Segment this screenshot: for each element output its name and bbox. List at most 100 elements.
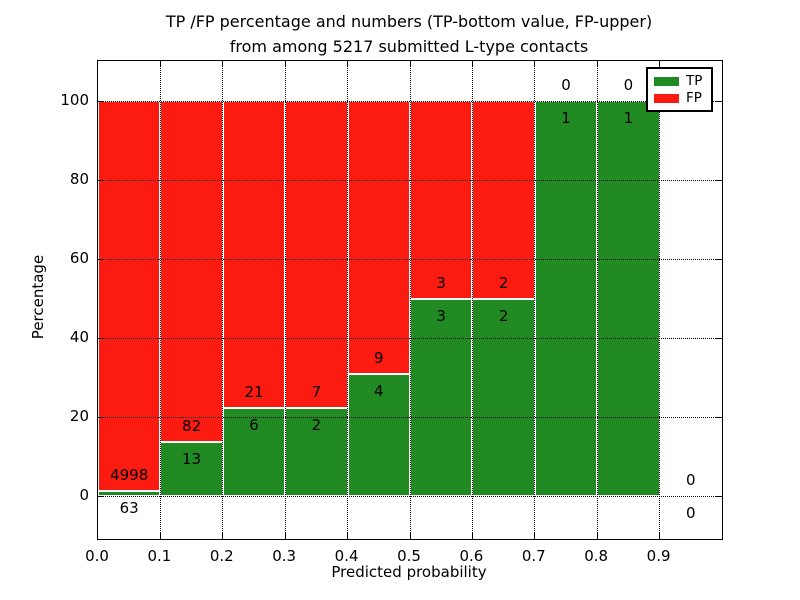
y-tick-label: 0 [79, 486, 89, 504]
y-tick-label: 40 [69, 328, 89, 346]
x-tickmark [534, 533, 536, 539]
bar-segment-tp [347, 374, 410, 496]
bar-segment-fp [98, 101, 161, 492]
x-tickmark [409, 61, 411, 67]
x-tick-label: 0.6 [459, 547, 484, 565]
x-tickmark [471, 61, 473, 67]
vertical-gridline [596, 61, 598, 539]
vertical-gridline [159, 61, 161, 539]
y-tickmark [716, 416, 722, 418]
vertical-gridline [471, 61, 473, 539]
x-tickmark [284, 533, 286, 539]
tp-swatch-icon [654, 76, 679, 86]
bar-segment-fp [347, 101, 410, 375]
y-tickmark [98, 258, 104, 260]
bar-segment-fp [222, 101, 286, 409]
tp-count-label: 3 [436, 306, 446, 325]
horizontal-gridline [98, 496, 722, 497]
bar-segment-tp [222, 408, 286, 496]
tp-count-label: 1 [561, 109, 571, 127]
y-tick-label: 60 [69, 249, 89, 267]
fp-count-label: 0 [623, 76, 634, 94]
horizontal-gridline [98, 101, 722, 102]
y-tickmark [98, 179, 104, 181]
x-axis-label: Predicted probability [331, 563, 487, 581]
vertical-gridline [347, 61, 349, 539]
vertical-gridline [659, 61, 661, 539]
x-tickmark [596, 533, 598, 539]
vertical-gridline [284, 61, 286, 539]
x-tick-label: 0.9 [646, 547, 671, 565]
y-tickmark [716, 100, 722, 102]
x-tickmark [471, 533, 473, 539]
bar-segment-fp [410, 101, 473, 299]
x-tickmark [659, 61, 661, 67]
tp-count-label: 13 [182, 449, 202, 468]
fp-count-label: 0 [686, 471, 696, 489]
legend-item-tp: TP [654, 74, 705, 88]
x-tickmark [534, 61, 536, 67]
x-tick-label: 0.3 [272, 547, 297, 565]
chart-title-line2: from among 5217 submitted L-type contact… [229, 37, 589, 56]
x-tickmark [159, 61, 161, 67]
y-tickmark [98, 337, 104, 339]
bar-segment-tp [285, 408, 348, 496]
bar-segment-tp [534, 101, 598, 496]
fp-count-label: 21 [244, 383, 264, 402]
x-tickmark [159, 533, 161, 539]
legend: TP FP [646, 67, 713, 112]
y-tickmark [98, 416, 104, 418]
chart-title-line1: TP /FP percentage and numbers (TP-bottom… [165, 12, 653, 31]
fp-swatch-icon [654, 93, 679, 103]
y-tickmark [716, 179, 722, 181]
legend-label-tp: TP [686, 73, 703, 89]
plot-area: 4998 63 82 13 21 6 7 2 9 4 3 3 2 2 0 1 0 1 0 0 [97, 60, 723, 540]
legend-item-fp: FP [654, 91, 705, 105]
x-tick-label: 0.4 [334, 547, 359, 565]
bar-segment-fp [472, 101, 535, 299]
y-tick-label: 20 [69, 407, 89, 425]
x-tickmark [222, 61, 224, 67]
tp-count-label: 0 [686, 504, 696, 522]
y-tickmark [98, 495, 104, 497]
x-tick-label: 0.2 [209, 547, 234, 565]
x-tick-label: 0.5 [397, 547, 421, 565]
x-tickmark [659, 533, 661, 539]
y-tickmark [716, 258, 722, 260]
fp-count-label: 82 [182, 416, 202, 435]
tp-count-label: 6 [249, 416, 259, 435]
x-tick-label: 0.1 [147, 547, 172, 565]
horizontal-gridline [98, 259, 722, 260]
horizontal-gridline [98, 417, 722, 418]
bar-segment-fp [160, 101, 223, 442]
tp-count-label: 4 [374, 382, 384, 401]
fp-count-label: 0 [561, 76, 571, 94]
tp-count-label: 63 [119, 499, 139, 518]
x-tickmark [347, 61, 349, 67]
fp-count-label: 2 [498, 273, 509, 292]
bar-segment-tp [472, 298, 535, 496]
bar-segment-tp [597, 101, 660, 496]
x-tick-label: 0.7 [521, 547, 546, 565]
y-tick-label: 100 [60, 91, 89, 109]
tp-count-label: 2 [498, 306, 509, 325]
x-tickmark [409, 533, 411, 539]
tp-count-label: 1 [623, 109, 634, 127]
x-tickmark [222, 533, 224, 539]
bar-segment-tp [160, 441, 223, 496]
x-tick-label: 0.8 [584, 547, 609, 565]
bar-segment-tp [98, 491, 161, 496]
tp-count-label: 2 [311, 416, 322, 435]
fp-count-label: 7 [311, 383, 322, 402]
vertical-gridline [534, 61, 536, 539]
y-tick-label: 80 [69, 170, 89, 188]
fp-count-label: 9 [374, 349, 384, 368]
y-tickmark [98, 100, 104, 102]
y-axis-label: Percentage [29, 254, 47, 340]
vertical-gridline [222, 61, 224, 539]
x-tickmark [596, 61, 598, 67]
x-tick-label: 0.0 [85, 547, 109, 565]
legend-label-fp: FP [686, 90, 702, 106]
y-tickmark [716, 337, 722, 339]
